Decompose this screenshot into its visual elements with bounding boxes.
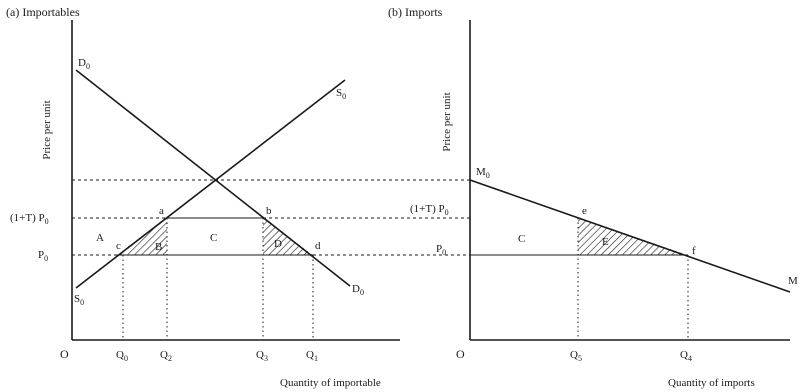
panel-b-x-label: Quantity of imports — [668, 377, 755, 389]
area-a-label: A — [96, 232, 104, 244]
panel-b-area-c-label: C — [518, 233, 525, 245]
q0-label: Q0 — [116, 349, 128, 363]
q4-label: Q4 — [680, 349, 692, 363]
q3-label: Q3 — [256, 349, 268, 363]
demand-curve — [75, 69, 351, 287]
panel-b: (b) Imports O Price per unit Quantity of… — [388, 5, 798, 389]
point-b: b — [266, 205, 272, 217]
demand-label-bottom: D0 — [352, 283, 364, 297]
point-e: e — [582, 205, 587, 217]
q5-label: Q5 — [570, 349, 582, 363]
demand-label-top: D0 — [78, 57, 90, 71]
area-c-label: C — [210, 232, 217, 244]
point-a: a — [159, 205, 164, 217]
panel-b-world-price-label: P0 — [436, 243, 446, 257]
area-b-label: B — [155, 241, 162, 253]
supply-curve — [75, 79, 346, 289]
panel-a-title: (a) Importables — [6, 5, 80, 19]
panel-a: (a) Importables O Price per unit Quantit… — [6, 5, 400, 389]
q1-label: Q1 — [306, 349, 318, 363]
import-curve-label-end: M — [788, 275, 798, 287]
panel-b-y-label: Price per unit — [441, 92, 453, 151]
point-c: c — [116, 240, 121, 252]
panel-a-x-label: Quantity of importable — [280, 377, 381, 389]
q2-label: Q2 — [160, 349, 172, 363]
panel-b-area-e-label: E — [602, 236, 609, 248]
panel-a-origin: O — [60, 347, 69, 361]
panel-b-tariff-price-label: (1+T) P0 — [410, 203, 449, 217]
area-d-label: D — [274, 238, 282, 250]
import-demand-curve — [469, 179, 791, 293]
supply-label-top: S0 — [336, 87, 346, 101]
panel-b-title: (b) Imports — [388, 5, 443, 19]
panel-a-world-price-label: P0 — [38, 249, 48, 263]
panel-b-origin: O — [456, 347, 465, 361]
point-d: d — [315, 240, 321, 252]
panel-a-y-label: Price per unit — [41, 100, 53, 159]
supply-label-bottom: S0 — [74, 293, 84, 307]
point-f: f — [692, 245, 696, 257]
import-curve-label-top: M0 — [476, 166, 490, 180]
panel-a-tariff-price-label: (1+T) P0 — [10, 212, 49, 226]
